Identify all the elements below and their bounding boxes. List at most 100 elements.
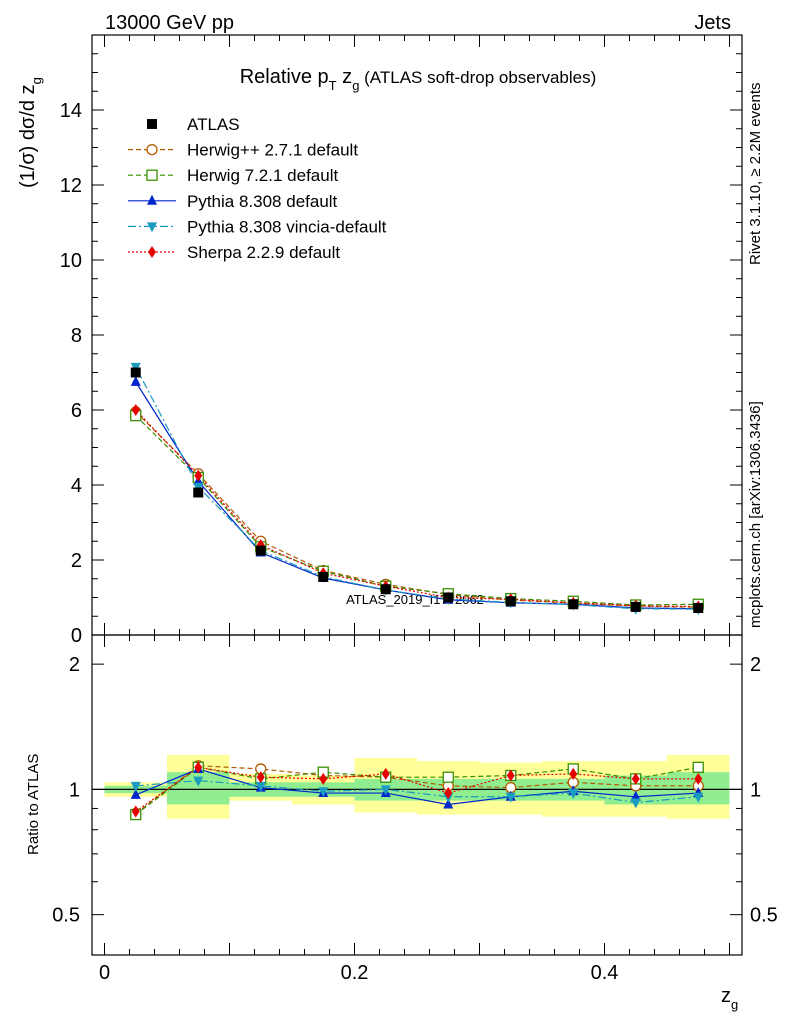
ratio-point — [130, 781, 141, 792]
atlas-point — [443, 592, 454, 603]
ratio-series-line — [135, 768, 699, 806]
ratio-xtick-label: 0.4 — [591, 962, 619, 984]
ratio-point — [692, 761, 704, 773]
ratio-point — [630, 790, 641, 801]
ratio-point — [444, 787, 453, 800]
ratio-ytick-label-right: 0.5 — [750, 905, 778, 927]
main-ytick-label: 0 — [71, 625, 82, 647]
ratio-point — [131, 805, 140, 818]
ratio-point — [443, 798, 454, 809]
ratio-point — [319, 772, 328, 785]
main-point — [131, 404, 140, 416]
ratio-ytick-label: 1 — [69, 779, 80, 801]
main-point — [194, 469, 203, 482]
legend-marker — [146, 143, 158, 156]
atlas-point — [568, 599, 579, 610]
ratio-point — [194, 761, 203, 774]
ratio-series-line — [135, 779, 699, 804]
atlas-point — [130, 367, 141, 378]
ratio-point — [505, 792, 516, 803]
ratio-ytick-label-right: 2 — [750, 654, 761, 676]
legend-marker — [147, 119, 157, 129]
ratio-bands — [92, 754, 742, 819]
ratio-point — [630, 798, 641, 809]
header-left: 13000 GeV pp — [105, 12, 234, 34]
ratio-point — [694, 772, 703, 785]
ratio-xtick-label: 0.2 — [341, 962, 369, 984]
ratio-point — [569, 767, 578, 780]
ratio-point — [255, 781, 266, 792]
atlas-point — [630, 601, 641, 612]
title-main-sub: T — [329, 78, 337, 93]
ratio-point — [506, 769, 515, 782]
main-series — [130, 362, 704, 616]
main-series-line — [135, 381, 699, 610]
main-axes: 0 2 4 6 8 10 12 14 — [60, 34, 743, 647]
ratio-ytick-label: 0.5 — [52, 905, 80, 927]
main-point — [130, 375, 141, 386]
legend-label: Pythia 8.308 default — [187, 192, 338, 211]
ratio-xtick-label: 0 — [99, 962, 110, 984]
legend-marker — [146, 169, 158, 181]
legend-marker — [147, 222, 157, 233]
atlas-point — [505, 596, 516, 607]
ratio-point — [193, 776, 204, 787]
rivet-label: Rivet 3.1.10, ≥ 2.2M events — [747, 83, 764, 266]
legend: ATLAS Herwig++ 2.7.1 default Herwig 7.2.1 … — [128, 115, 387, 262]
ratio-point — [442, 771, 454, 783]
title-main: Relative p — [240, 66, 329, 88]
main-ytick-label: 4 — [71, 475, 82, 497]
atlas-point — [318, 571, 329, 582]
ratio-ytick-label: 2 — [69, 654, 80, 676]
ratio-ytick-label-right: 1 — [750, 779, 761, 801]
title-main-rest: z — [337, 66, 353, 88]
main-series-line — [135, 415, 699, 606]
legend-marker — [147, 194, 157, 205]
ratio-point — [693, 792, 704, 803]
ratio-series-line — [135, 766, 699, 816]
ratio-point — [381, 767, 390, 780]
x-label-text: z — [721, 985, 731, 1007]
main-ytick-label: 14 — [60, 100, 82, 122]
title-main-rest-sub: g — [352, 78, 359, 93]
ratio-point — [631, 772, 640, 785]
x-axis-label: zg — [721, 985, 738, 1012]
ratio-frame — [91, 634, 743, 956]
legend-label: Herwig 7.2.1 default — [187, 166, 338, 185]
legend-marker — [148, 246, 156, 258]
main-ytick-label: 2 — [71, 550, 82, 572]
ratio-series-line — [135, 766, 699, 812]
header-right: Jets — [694, 12, 731, 34]
main-ytick-label: 12 — [60, 175, 82, 197]
ratio-point — [380, 785, 391, 796]
atlas-point — [193, 487, 204, 498]
legend-label: Herwig++ 2.7.1 default — [187, 141, 358, 160]
main-ytick-label: 10 — [60, 250, 82, 272]
legend-label: ATLAS — [187, 115, 240, 134]
ratio-point — [568, 789, 579, 800]
main-ytick-label: 8 — [71, 325, 82, 347]
ratio-series — [130, 760, 704, 821]
main-ylabel: (1/σ) dσ/d zg — [17, 77, 44, 188]
main-title: Relative pT zg (ATLAS soft-drop observab… — [240, 66, 597, 93]
ratio-point — [130, 788, 141, 799]
main-ylabel-text: (1/σ) dσ/d z — [17, 84, 39, 188]
legend-label: Sherpa 2.2.9 default — [187, 243, 340, 262]
atlas-point — [255, 545, 266, 556]
main-series-line — [135, 366, 699, 610]
ratio-point — [256, 771, 265, 784]
ratio-axes: 0 0.2 0.4 0.5 0.5 1 1 2 2 — [52, 634, 778, 984]
main-series-line — [135, 409, 699, 608]
main-ytick-label: 6 — [71, 400, 82, 422]
mcplots-label: mcplots.cern.ch [arXiv:1306.3436] — [747, 401, 764, 628]
legend-label: Pythia 8.308 vincia-default — [187, 217, 387, 236]
atlas-point — [693, 603, 704, 613]
x-label-sub: g — [731, 997, 738, 1012]
title-note: (ATLAS soft-drop observables) — [359, 68, 596, 87]
ratio-ylabel: Ratio to ATLAS — [25, 754, 42, 855]
ratio-series-line — [135, 765, 699, 815]
main-ylabel-sub: g — [29, 77, 44, 84]
ratio-point — [318, 787, 329, 798]
atlas-point — [380, 584, 391, 595]
